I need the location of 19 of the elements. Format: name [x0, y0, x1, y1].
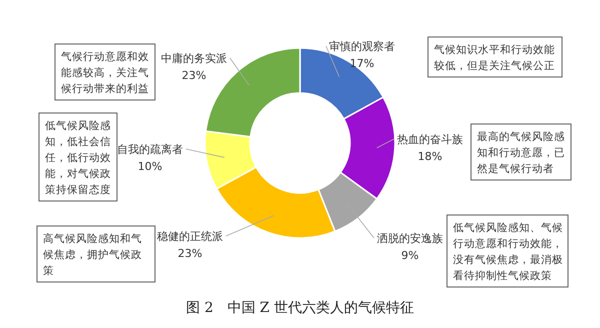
- text: 图 2 中国 Z 世代六类人的气候特征: [186, 300, 414, 316]
- text: 低气候风险感知、气候行动意愿和行动效能，没有气候焦虑，最消极看待抑制性气候政策: [453, 221, 563, 282]
- slice-label: 中庸的务实派: [161, 52, 227, 65]
- slice-label: 审慎的观察者: [329, 40, 395, 53]
- data-label: 9%: [401, 249, 419, 262]
- slice-label: 稳健的正统派: [157, 230, 223, 243]
- text: 气候行动意愿和效能感较高，关注气候行动带来的利益: [61, 50, 149, 95]
- slice-label: 洒脱的安逸族: [377, 232, 443, 245]
- slice-label: 热血的奋斗族: [397, 133, 463, 146]
- data-label: 23%: [178, 247, 202, 260]
- data-label: 18%: [418, 150, 442, 163]
- data-label: 23%: [182, 69, 206, 82]
- text: 最高的气候风险感知和行动意愿，已然是气候行动者: [477, 130, 565, 175]
- text: 高气候风险感知和气候焦虑，拥护气候政策: [43, 232, 142, 277]
- data-label: 17%: [350, 57, 374, 70]
- text: 气候知识水平和行动效能较低，但是关注气候公正: [434, 43, 555, 72]
- text: 低气候风险感知，低社会信任，低行动效能，对气候政策持保留态度: [44, 119, 111, 196]
- data-label: 10%: [138, 160, 162, 173]
- slice-label: 自我的疏离者: [117, 143, 183, 156]
